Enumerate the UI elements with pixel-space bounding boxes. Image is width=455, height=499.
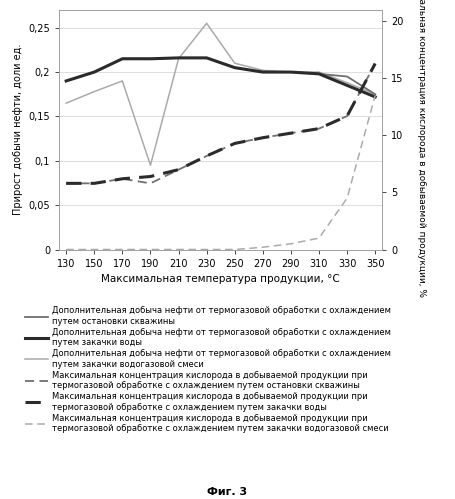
Text: Фиг. 3: Фиг. 3: [207, 487, 248, 497]
Legend: Дополнительная добыча нефти от термогазовой обработки с охлаждением
путем остано: Дополнительная добыча нефти от термогазо…: [25, 306, 391, 433]
X-axis label: Максимальная температура продукции, °С: Максимальная температура продукции, °С: [101, 274, 340, 284]
Y-axis label: Максимальная концентрация кислорода в добываемой продукции, %: Максимальная концентрация кислорода в до…: [418, 0, 426, 297]
Y-axis label: Прирост добычи нефти, доли ед.: Прирост добычи нефти, доли ед.: [13, 44, 23, 216]
